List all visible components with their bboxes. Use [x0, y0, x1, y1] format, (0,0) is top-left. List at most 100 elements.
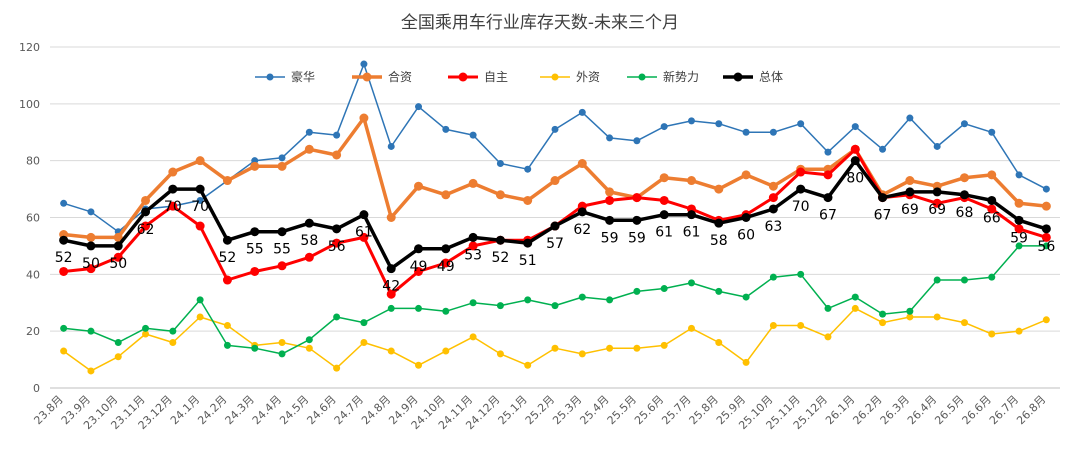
data-point-外资 [387, 347, 395, 355]
data-point-外资 [442, 347, 450, 355]
data-point-总体 [304, 218, 314, 228]
data-point-总体 [932, 187, 942, 197]
data-point-豪华 [769, 128, 777, 136]
data-point-外资 [933, 313, 941, 321]
data-label-总体: 80 [846, 171, 864, 187]
data-point-豪华 [906, 114, 914, 122]
data-point-合资 [959, 173, 969, 183]
data-label-总体: 59 [1010, 230, 1028, 246]
data-point-合资 [86, 232, 96, 242]
data-point-豪华 [524, 165, 532, 173]
data-point-新势力 [715, 287, 723, 295]
data-point-自主 [659, 195, 669, 205]
data-point-新势力 [169, 327, 177, 335]
data-point-新势力 [442, 307, 450, 315]
data-point-豪华 [305, 128, 313, 136]
data-point-总体 [59, 235, 69, 245]
data-point-外资 [360, 339, 368, 347]
data-point-总体 [823, 193, 833, 203]
data-label-总体: 52 [55, 250, 73, 266]
data-point-外资 [142, 330, 150, 338]
x-tick-label: 24.1月 [168, 393, 202, 427]
x-tick-label: 26.2月 [850, 393, 884, 427]
data-point-外资 [879, 319, 887, 327]
x-tick-label: 24.2月 [195, 393, 229, 427]
data-label-总体: 59 [601, 230, 619, 246]
data-point-新势力 [278, 350, 286, 358]
data-point-总体 [550, 221, 560, 231]
data-label-总体: 53 [464, 247, 482, 263]
legend-marker-合资 [362, 72, 372, 82]
data-point-自主 [823, 170, 833, 180]
data-point-总体 [768, 204, 778, 214]
data-point-合资 [605, 187, 615, 197]
data-point-合资 [768, 181, 778, 191]
data-point-自主 [277, 261, 287, 271]
data-point-新势力 [524, 296, 532, 304]
data-point-总体 [277, 227, 287, 237]
data-point-总体 [659, 210, 669, 220]
x-tick-label: 25.8月 [687, 393, 721, 427]
data-point-豪华 [606, 134, 614, 142]
data-point-豪华 [469, 131, 477, 139]
data-point-总体 [113, 241, 123, 251]
x-tick-label: 24.8月 [359, 393, 393, 427]
data-point-总体 [577, 207, 587, 217]
data-label-总体: 42 [382, 279, 400, 295]
data-point-新势力 [769, 273, 777, 281]
y-tick-label: 0 [33, 382, 40, 395]
data-point-合资 [468, 178, 478, 188]
data-point-自主 [987, 204, 997, 214]
legend-label-新势力: 新势力 [663, 69, 699, 84]
series-line-新势力 [63, 245, 1047, 355]
data-point-合资 [359, 113, 369, 123]
data-label-总体: 55 [246, 242, 264, 258]
data-point-合资 [987, 170, 997, 180]
data-point-豪华 [715, 120, 723, 128]
data-point-外资 [551, 344, 559, 352]
data-point-新势力 [1042, 242, 1050, 250]
data-point-总体 [414, 244, 424, 254]
data-point-豪华 [933, 142, 941, 150]
x-tick-label: 25.1月 [496, 393, 530, 427]
x-tick-label: 24.4月 [250, 393, 284, 427]
data-label-总体: 58 [710, 233, 728, 249]
data-point-合资 [141, 195, 151, 205]
data-point-豪华 [333, 131, 341, 139]
x-tick-label: 26.4月 [905, 393, 939, 427]
data-point-总体 [441, 244, 451, 254]
data-point-新势力 [578, 293, 586, 301]
data-point-外资 [578, 350, 586, 358]
data-label-总体: 49 [410, 259, 428, 275]
data-point-豪华 [960, 120, 968, 128]
legend-label-总体: 总体 [759, 70, 783, 84]
y-tick-label: 120 [19, 41, 40, 54]
data-point-豪华 [797, 120, 805, 128]
data-point-自主 [414, 266, 424, 276]
data-point-总体 [386, 264, 396, 274]
data-point-豪华 [742, 128, 750, 136]
data-point-新势力 [360, 319, 368, 327]
legend-marker-总体 [733, 72, 743, 82]
data-point-自主 [632, 193, 642, 203]
x-tick-label: 24.7月 [332, 393, 366, 427]
data-point-外资 [851, 304, 859, 312]
data-point-新势力 [87, 327, 95, 335]
data-point-自主 [113, 252, 123, 262]
x-tick-label: 24.6月 [304, 393, 338, 427]
data-point-合资 [441, 190, 451, 200]
data-point-自主 [168, 201, 178, 211]
data-point-豪华 [496, 160, 504, 168]
data-point-新势力 [797, 270, 805, 278]
data-point-外资 [469, 333, 477, 341]
data-point-外资 [715, 339, 723, 347]
data-point-合资 [495, 190, 505, 200]
data-point-新势力 [660, 285, 668, 293]
data-point-合资 [1014, 198, 1024, 208]
data-point-新势力 [687, 279, 695, 287]
data-point-新势力 [251, 344, 259, 352]
data-point-自主 [468, 241, 478, 251]
data-point-豪华 [687, 117, 695, 125]
data-point-合资 [304, 144, 314, 154]
x-tick-label: 23.8月 [31, 393, 65, 427]
